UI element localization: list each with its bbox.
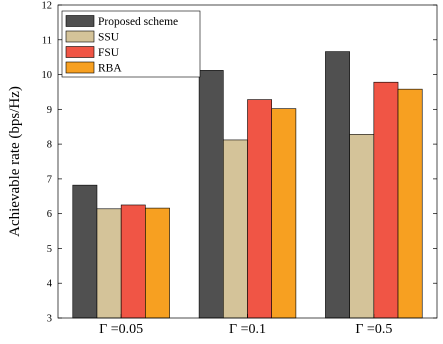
y-tick-label: 6	[47, 209, 52, 220]
bar-rba-0	[145, 207, 170, 319]
x-tick-label: Γ =0.1	[229, 322, 266, 337]
bar-proposed-scheme-1	[198, 70, 224, 319]
legend-swatch-fsu	[65, 46, 95, 58]
bar-proposed-scheme-2	[325, 51, 350, 319]
bar-proposed-scheme-0	[72, 184, 98, 319]
legend-swatch-proposed-scheme	[65, 15, 95, 27]
bar-ssu-2	[349, 134, 375, 319]
x-tick-label: Γ =0.5	[355, 322, 392, 337]
bar-fsu-0	[120, 204, 146, 319]
y-tick-label: 10	[42, 70, 53, 81]
y-tick-label: 12	[42, 1, 53, 12]
axis-ticks: 3 4 5 6 7 8 9 10 11 12 Γ =0.05 Γ =0.1 Γ =0.5	[42, 1, 437, 337]
y-axis-label: Achievable rate (bps/Hz)	[7, 86, 23, 237]
legend-swatch-rba	[65, 61, 95, 74]
bar-ssu-0	[96, 208, 122, 319]
legend-label-proposed-scheme: Proposed scheme	[98, 16, 178, 28]
y-tick-label: 8	[47, 140, 52, 151]
bars-layer	[72, 51, 423, 319]
bar-fsu-1	[247, 99, 273, 319]
legend-swatch-ssu	[65, 30, 95, 43]
legend-label-fsu: FSU	[98, 47, 120, 59]
bar-ssu-1	[223, 139, 248, 319]
y-tick-label: 11	[42, 35, 52, 46]
y-tick-label: 7	[47, 174, 52, 185]
bar-fsu-2	[373, 81, 399, 319]
bar-rba-1	[271, 108, 297, 319]
bar-rba-2	[397, 88, 423, 319]
x-tick-label: Γ =0.05	[99, 322, 143, 337]
y-tick-label: 9	[47, 105, 52, 116]
legend: Proposed scheme SSU FSU RBA	[61, 10, 201, 78]
y-tick-label: 5	[47, 244, 52, 255]
legend-label-rba: RBA	[98, 63, 122, 75]
y-tick-label: 3	[47, 314, 52, 325]
legend-label-ssu: SSU	[98, 32, 120, 44]
y-tick-label: 4	[47, 279, 53, 290]
